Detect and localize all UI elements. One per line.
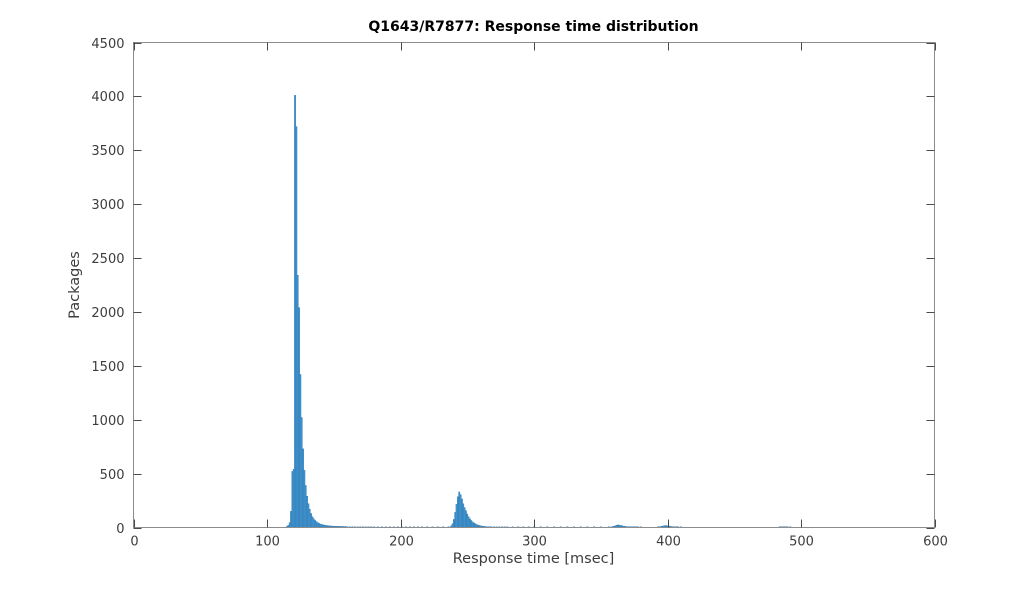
histogram-bar	[453, 519, 455, 528]
histogram-bar	[474, 523, 477, 528]
y-tick-labels: 0 500 1000 1500 2000 2500 3000 3500 4000 4500	[91, 37, 124, 537]
histogram-bar	[295, 126, 298, 528]
y-tick-label: 3500	[91, 144, 124, 159]
histogram-bar	[298, 307, 300, 528]
histogram-bar	[466, 513, 469, 528]
histogram-bar	[308, 508, 311, 528]
chart-title: Q1643/R7877: Response time distribution	[368, 19, 699, 35]
y-tick-label: 2500	[91, 252, 124, 267]
histogram-bar	[469, 518, 471, 528]
y-axis-label: Packages	[67, 251, 83, 319]
y-tick-label: 4000	[91, 90, 124, 105]
x-tick-labels: 0 100 200 300 400 500 600	[130, 535, 948, 550]
histogram-bar	[455, 504, 458, 528]
histogram-bar	[292, 469, 295, 528]
y-tick-label: 1500	[91, 360, 124, 375]
histogram-bar	[303, 470, 306, 528]
histogram-bar	[319, 523, 322, 528]
y-tick-label: 1000	[91, 414, 124, 429]
histogram-bar	[314, 520, 316, 528]
x-tick-label: 200	[389, 535, 414, 550]
histogram-bar	[316, 522, 319, 528]
y-tick-label: 2000	[91, 306, 124, 321]
x-tick-label: 0	[130, 535, 138, 550]
x-tick-label: 400	[656, 535, 681, 550]
x-tick-label: 500	[789, 535, 814, 550]
y-tick-label: 0	[116, 522, 124, 537]
x-tick-label: 100	[255, 535, 280, 550]
y-tick-label: 3000	[91, 198, 124, 213]
axis-ticks	[133, 42, 936, 529]
histogram-bar	[306, 496, 308, 528]
histogram-bar	[461, 498, 463, 528]
y-tick-label: 500	[100, 468, 125, 483]
x-axis-label: Response time [msec]	[452, 551, 615, 567]
axes-frame	[133, 42, 935, 528]
x-tick-label: 300	[522, 535, 547, 550]
histogram-bar	[458, 491, 461, 528]
histogram-bars	[286, 95, 792, 528]
x-tick-label: 600	[923, 535, 948, 550]
histogram-bar	[471, 521, 474, 528]
histogram-bar	[290, 511, 292, 528]
histogram-bar	[463, 507, 466, 528]
y-tick-label: 4500	[91, 37, 124, 52]
histogram-bar	[300, 417, 303, 528]
histogram-bar	[311, 516, 314, 528]
